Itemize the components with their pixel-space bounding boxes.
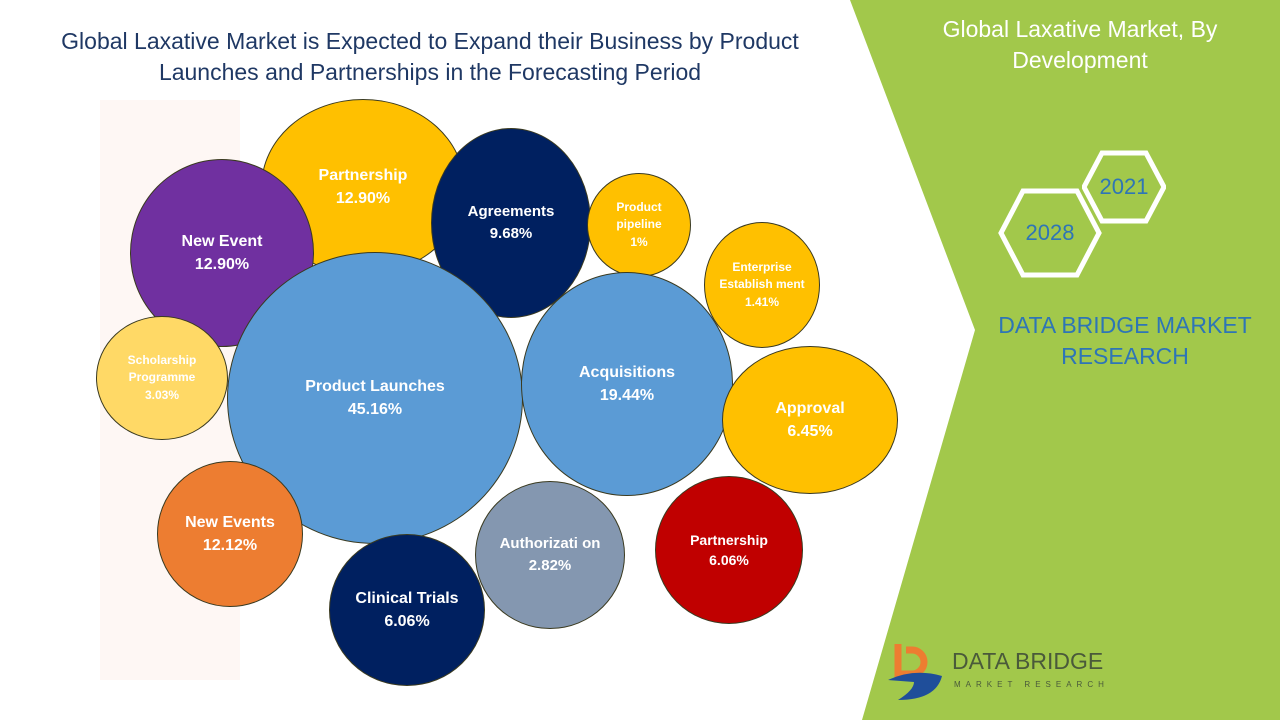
bubble-value: 19.44% [599, 387, 655, 404]
bubble-label: Agreements [467, 203, 555, 221]
bubble: Clinical Trials 6.06% [329, 534, 485, 686]
bubble-value: 45.16% [347, 401, 403, 418]
bubble: Scholarship Programme 3.03% [96, 316, 228, 440]
bubble: Approval 6.45% [722, 346, 898, 494]
bubble: Authorizati on 2.82% [475, 481, 625, 629]
bubble-value: 12.12% [202, 537, 258, 554]
bubble-value: 3.03% [144, 387, 180, 402]
bubble-label: Scholarship Programme [127, 352, 197, 385]
bubble-value: 6.45% [787, 423, 833, 440]
bubble-value: 9.68% [489, 225, 533, 242]
logo: DATA BRIDGE MARKET RESEARCH [884, 642, 1104, 709]
bubble-label: Enterprise Establish ment [719, 259, 805, 292]
bubble: New Events 12.12% [157, 461, 303, 607]
bubble-label: Clinical Trials [355, 589, 459, 607]
panel-title: Global Laxative Market, By Development [942, 16, 1218, 73]
bubble: Acquisitions 19.44% [521, 272, 733, 496]
hexagon-2021 [1082, 150, 1166, 224]
bubble-value: 6.06% [384, 613, 430, 630]
bubble-label: Authorizati on [499, 535, 601, 553]
brand-text: DATA BRIDGE MARKET RESEARCH [998, 312, 1252, 369]
bubble-label: New Events [185, 513, 275, 531]
bubble: Product pipeline 1% [587, 173, 691, 277]
bubble-label: Product Launches [305, 377, 445, 395]
year-start: 2021 [1099, 174, 1149, 199]
bubble-value: 12.90% [335, 190, 391, 207]
logo-name: DATA BRIDGE [952, 648, 1104, 674]
bubble-value: 12.90% [194, 256, 250, 273]
bubble-value: 1.41% [744, 294, 780, 309]
bubble-label: Acquisitions [578, 363, 675, 381]
bubble-label: Product pipeline [616, 199, 662, 232]
bubble: Enterprise Establish ment 1.41% [704, 222, 820, 348]
year-end: 2028 [1025, 220, 1075, 245]
bubble-label: Approval [775, 399, 845, 417]
bubble-value: 6.06% [709, 552, 749, 568]
bubble-label: Partnership [690, 531, 768, 548]
page-title: Global Laxative Market is Expected to Ex… [61, 28, 799, 85]
bubble-value: 1% [630, 234, 648, 249]
logo-tagline: MARKET RESEARCH [954, 680, 1109, 689]
bubble: Partnership 6.06% [655, 476, 803, 624]
hexagon-2028 [998, 188, 1102, 278]
bubble-label: New Event [181, 232, 263, 250]
bubble-label: Partnership [318, 166, 408, 184]
bubble-value: 2.82% [528, 557, 572, 574]
logo-icon [888, 644, 942, 700]
